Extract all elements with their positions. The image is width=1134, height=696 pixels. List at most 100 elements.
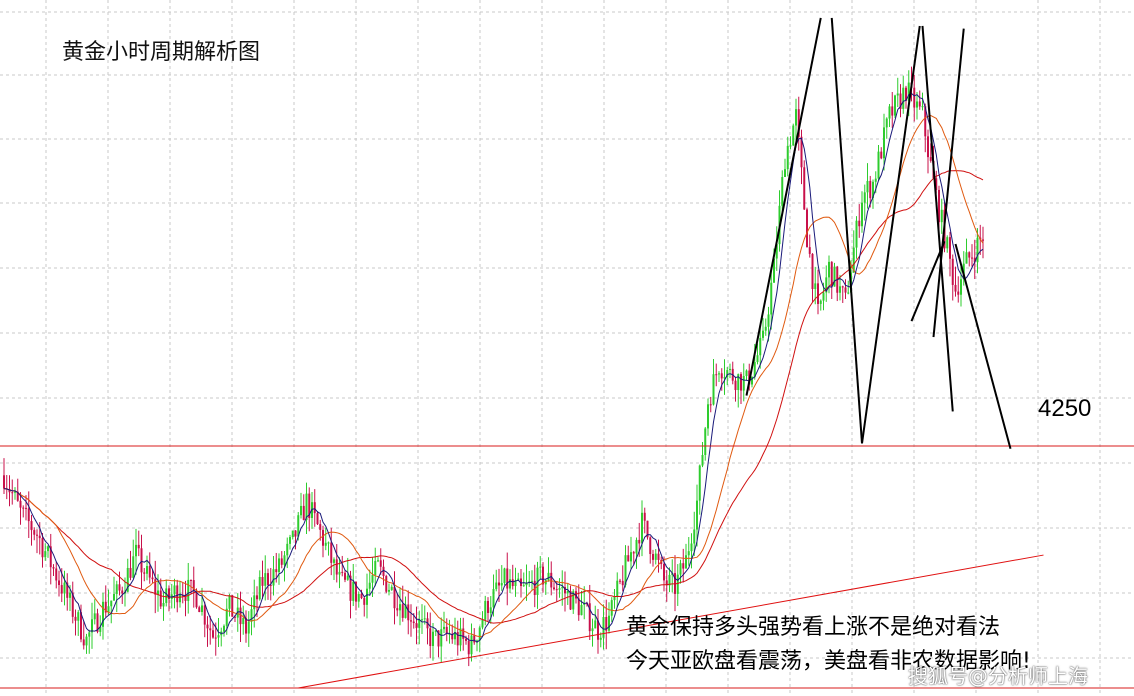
price-level-label: 4250: [1038, 395, 1092, 422]
candle-body: [509, 579, 511, 589]
candle-body: [544, 580, 547, 585]
candle-body: [371, 575, 374, 583]
candle-body: [404, 604, 407, 618]
candle-body: [82, 639, 85, 646]
candle-body: [49, 546, 52, 568]
candle-body: [965, 252, 968, 264]
candle-body: [707, 404, 709, 429]
candle-body: [610, 600, 613, 616]
candle-body: [764, 326, 767, 331]
candle-body: [899, 93, 902, 109]
pattern-line: [921, 25, 954, 412]
analysis-note-2: 今天亚欧盘看震荡，美盘看非农数据影响!: [626, 649, 1031, 674]
candle-body: [786, 145, 789, 170]
candle-body: [773, 258, 775, 283]
candle-body: [113, 593, 115, 601]
candle-body: [324, 542, 327, 546]
candle-body: [388, 589, 390, 592]
candle-body: [47, 546, 49, 552]
candle-body: [709, 404, 712, 406]
candle-body: [916, 101, 918, 108]
candle-body: [448, 633, 451, 635]
candle-body: [704, 428, 707, 456]
candle-body: [844, 287, 847, 293]
candle-body: [319, 524, 322, 530]
candle-body: [269, 585, 272, 587]
candle-body: [808, 247, 811, 254]
candle-body: [597, 620, 599, 640]
candle-body: [572, 591, 575, 610]
candle-body: [715, 374, 718, 376]
candle-body: [602, 617, 605, 638]
candle-body: [531, 580, 533, 582]
candle-body: [478, 627, 481, 641]
candle-body: [616, 580, 619, 597]
candle-body: [91, 619, 93, 633]
candle-body: [168, 588, 170, 600]
candle-body: [264, 573, 267, 586]
candle-body: [121, 590, 124, 594]
candle-body: [638, 539, 641, 544]
candle-body: [643, 512, 646, 521]
candle-body: [374, 560, 377, 576]
candle-body: [231, 595, 234, 617]
candle-body: [19, 500, 22, 508]
candle-body: [245, 617, 247, 634]
candle-body: [946, 237, 949, 249]
candle-body: [190, 579, 192, 581]
candle-body: [184, 595, 187, 601]
candle-body: [960, 279, 962, 295]
candle-body: [737, 374, 740, 391]
candle-body: [157, 590, 159, 595]
watermark: 搜狐号@分析师上海: [908, 664, 1088, 688]
candle-body: [302, 505, 305, 521]
candle-body: [346, 575, 349, 580]
candle-body: [822, 292, 825, 301]
candle-body: [891, 106, 894, 116]
candle-body: [66, 582, 69, 598]
candle-body: [756, 355, 759, 363]
candle-body: [828, 261, 830, 278]
candle-body: [852, 247, 855, 273]
candle-body: [720, 373, 723, 379]
candle-body: [467, 640, 470, 655]
candle-body: [550, 572, 553, 588]
candle-body: [902, 87, 905, 109]
candle-body: [687, 551, 690, 556]
candle-body: [973, 257, 976, 263]
candle-body: [187, 579, 190, 601]
candle-body: [685, 555, 687, 569]
candle-body: [60, 585, 63, 594]
candle-body: [855, 220, 858, 248]
candle-body: [412, 621, 415, 624]
moving-average-slow: [3, 170, 984, 624]
candle-body: [393, 586, 396, 609]
candle-body: [234, 616, 236, 618]
candle-body: [291, 530, 294, 538]
candle-body: [825, 277, 828, 293]
candle-body: [465, 638, 467, 641]
candle-body: [811, 253, 814, 290]
candle-body: [159, 590, 162, 607]
candle-body: [775, 244, 778, 259]
candle-body: [907, 82, 910, 101]
candle-body: [877, 151, 880, 179]
candle-body: [201, 605, 203, 613]
candle-body: [539, 566, 542, 568]
candle-body: [360, 594, 363, 599]
candle-body: [495, 582, 498, 590]
candle-body: [533, 580, 536, 596]
candle-body: [126, 567, 129, 592]
moving-average-mid: [3, 114, 984, 638]
candle-body: [646, 520, 649, 538]
candle-body: [143, 572, 146, 574]
candle-body: [415, 623, 418, 629]
candle-body: [214, 637, 217, 639]
candle-body: [847, 292, 850, 294]
candle-body: [421, 619, 423, 621]
candle-body: [225, 608, 228, 626]
candle-body: [668, 574, 671, 586]
candle-body: [132, 556, 135, 578]
